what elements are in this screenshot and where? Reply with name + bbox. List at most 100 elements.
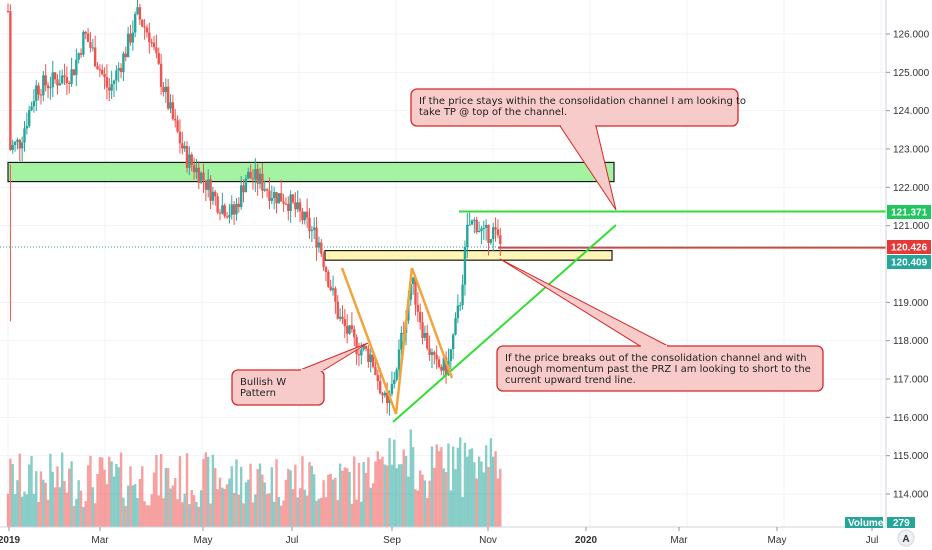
- candle-body: [470, 220, 474, 225]
- candle-body: [435, 354, 438, 360]
- candle-body: [390, 383, 394, 394]
- volume-bar: [251, 502, 255, 527]
- candle-body: [395, 369, 398, 380]
- candle-body: [58, 83, 62, 86]
- volume-bar: [117, 467, 120, 527]
- volume-bar: [42, 479, 45, 527]
- volume-bar: [369, 487, 372, 527]
- volume-bar: [468, 449, 471, 527]
- tp-callout[interactable]: If the price stays within the consolidat…: [410, 88, 746, 211]
- volume-bar: [58, 487, 62, 527]
- candle-body: [166, 86, 170, 109]
- volume-bar: [247, 479, 250, 527]
- candle-body: [315, 227, 318, 248]
- candle-body: [164, 86, 168, 93]
- candle-body: [249, 171, 252, 179]
- breakout-callout[interactable]: If the price breaks out of the consolida…: [496, 258, 824, 392]
- volume-bar: [480, 461, 483, 527]
- volume-value: 279: [893, 518, 910, 529]
- y-tick-label: 117.000: [893, 375, 929, 386]
- volume-bar: [353, 456, 356, 527]
- volume-bar: [192, 495, 196, 527]
- volume-bar: [39, 471, 43, 527]
- candle-body: [35, 85, 38, 101]
- volume-bar: [98, 457, 102, 527]
- callout-text-line: take TP @ top of the channel.: [419, 107, 567, 118]
- price-tag-label: 120.409: [891, 258, 928, 269]
- candle-body: [261, 173, 264, 191]
- candle-body: [247, 171, 250, 179]
- candle-body: [228, 214, 231, 218]
- volume-bar: [367, 457, 370, 527]
- y-tick-label: 123.000: [893, 145, 930, 156]
- volume-bar: [411, 447, 415, 527]
- candle-body: [258, 173, 262, 184]
- candle-body: [230, 204, 233, 215]
- candle-body: [291, 194, 295, 203]
- candle-body: [16, 139, 19, 142]
- volume-bar: [159, 453, 163, 527]
- callout-text-line: current upward trend line.: [505, 375, 636, 386]
- candle-body: [301, 211, 304, 221]
- logo-letter: A: [902, 534, 909, 545]
- w-pattern-line-2: [394, 267, 414, 415]
- candle-body: [152, 42, 156, 48]
- volume-bar: [390, 464, 394, 527]
- volume-bar: [18, 453, 21, 527]
- candle-body: [214, 191, 217, 197]
- volume-bar: [143, 501, 146, 527]
- candle-body: [421, 322, 424, 338]
- candle-body: [345, 325, 349, 334]
- candle-body: [386, 392, 389, 404]
- volume-bar: [383, 464, 387, 527]
- volume-bar: [282, 500, 285, 527]
- callout-text-line: enough momentum past the PRZ I am lookin…: [505, 364, 811, 375]
- volume-bar: [308, 462, 311, 527]
- callouts[interactable]: If the price stays within the consolidat…: [231, 88, 824, 406]
- volume-bar: [171, 485, 175, 527]
- volume-bar: [30, 456, 33, 527]
- candle-body: [256, 168, 259, 184]
- logo-icon: A: [897, 529, 915, 547]
- candle-body: [157, 53, 160, 64]
- volume-bar: [152, 472, 156, 527]
- candle-body: [82, 31, 85, 55]
- candle-body: [181, 143, 184, 149]
- candles: [6, 0, 502, 416]
- volume-bar: [249, 463, 252, 527]
- candle-body: [115, 70, 118, 81]
- x-tick-label: 2019: [0, 535, 21, 546]
- volume-bar: [301, 456, 304, 527]
- upward-trend-line: [392, 224, 617, 423]
- volume-bar: [242, 503, 245, 527]
- volume-bar: [209, 503, 212, 527]
- volume-bar: [204, 452, 208, 527]
- candle-body: [444, 357, 448, 375]
- volume-bar: [322, 480, 325, 527]
- candle-body: [341, 316, 344, 320]
- candle-body: [32, 100, 36, 107]
- candle-body: [42, 75, 45, 96]
- volume-bar: [331, 479, 335, 527]
- candle-body: [442, 357, 445, 371]
- volume-bar: [268, 493, 271, 527]
- volume-bar: [110, 461, 113, 527]
- candle-body: [56, 79, 59, 86]
- candle-body: [289, 194, 292, 211]
- candle-body: [143, 26, 146, 28]
- volume-bar: [72, 505, 76, 527]
- candle-body: [482, 227, 485, 229]
- candle-body: [60, 75, 64, 84]
- volume-bar: [63, 481, 66, 527]
- candle-body: [312, 227, 316, 230]
- candle-body: [461, 284, 464, 306]
- candle-body: [454, 318, 457, 335]
- volume-bar: [442, 468, 445, 527]
- volume-bar: [89, 455, 92, 527]
- volume-bar: [197, 506, 200, 527]
- volume-bar: [82, 506, 85, 527]
- candle-body: [437, 359, 441, 368]
